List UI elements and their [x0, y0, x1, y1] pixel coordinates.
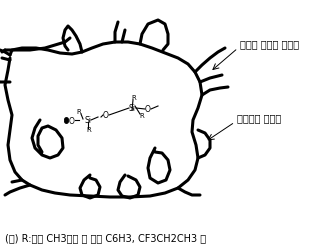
Text: O: O — [103, 111, 109, 120]
Text: Si: Si — [85, 116, 92, 124]
Text: 분자쇄의 가교점: 분자쇄의 가교점 — [237, 113, 281, 123]
Text: R: R — [140, 113, 144, 119]
Text: (주) R:주로 CH3이고 그 외에 C6H3, CF3CH2CH3 등: (주) R:주로 CH3이고 그 외에 C6H3, CF3CH2CH3 등 — [5, 233, 206, 243]
Text: O: O — [69, 117, 75, 125]
Text: R: R — [131, 95, 136, 101]
Text: R: R — [87, 127, 91, 133]
Text: Si: Si — [128, 104, 135, 113]
Text: O: O — [145, 105, 151, 114]
Text: 실리콘 고무의 분자쇄: 실리콘 고무의 분자쇄 — [240, 39, 299, 49]
Text: R: R — [77, 109, 81, 115]
